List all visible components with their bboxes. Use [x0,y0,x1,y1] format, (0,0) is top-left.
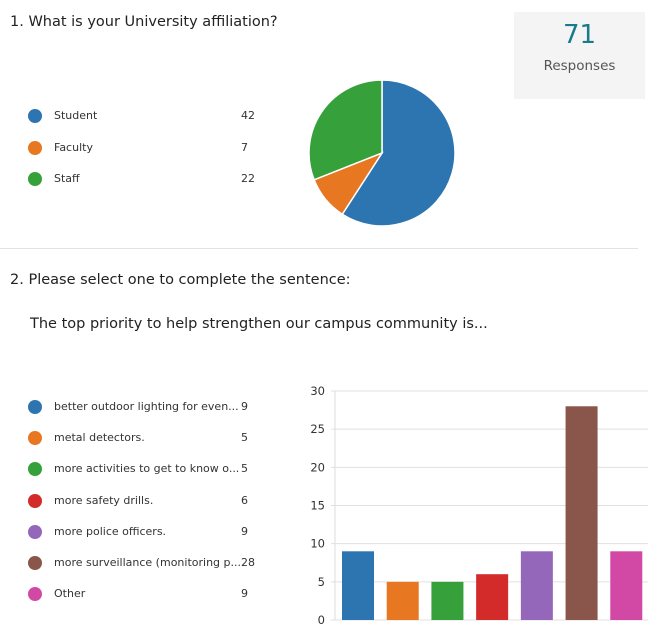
bar[interactable] [520,551,553,620]
bar[interactable] [342,551,374,620]
legend-swatch [28,109,42,123]
legend-value: 5 [241,431,248,445]
legend-value: 9 [241,524,248,538]
responses-card: 71 Responses [514,12,645,99]
y-tick-label: 15 [310,499,325,513]
legend-value: 22 [241,172,255,185]
legend-swatch [28,556,42,570]
divider [0,248,638,249]
legend-swatch [28,587,42,602]
y-tick-label: 0 [318,613,325,627]
legend-swatch [28,493,42,508]
bar[interactable] [565,406,598,620]
question-1-title: 1. What is your University affiliation? [10,14,278,30]
legend-value: 42 [241,109,255,122]
y-tick-label: 20 [310,460,325,474]
legend-value: 7 [241,140,248,154]
legend-label: Student [54,109,98,122]
legend-label: more activities to get to know o... [54,462,240,476]
pie-chart [308,79,456,227]
bar-chart: 0 5 10 15 20 25 30 [310,384,648,627]
legend-swatch [28,431,42,446]
legend-swatch [28,140,42,155]
legend-value: 9 [241,587,248,601]
question-2-title: 2. Please select one to complete the sen… [10,272,351,288]
legend-swatch [28,400,42,414]
legend-value: 9 [241,400,248,413]
legend-label: Faculty [54,140,93,154]
bar[interactable] [386,581,419,620]
pie-slice-staff[interactable] [308,79,383,181]
y-tick-label: 5 [318,575,325,589]
legend-label: Other [54,587,86,601]
bar[interactable] [610,551,643,620]
legend-label: better outdoor lighting for even... [54,400,239,413]
legend-label: more police officers. [54,524,167,538]
legend-value: 28 [241,556,255,569]
legend-label: more surveillance (monitoring p... [54,556,241,569]
responses-count: 71 [562,20,597,50]
y-tick-label: 30 [310,384,325,398]
bar[interactable] [431,581,464,620]
legend-label: metal detectors. [54,431,145,445]
legend-value: 6 [241,493,248,507]
question-2-subtitle: The top priority to help strengthen our … [30,316,488,332]
legend-label: Staff [54,172,80,185]
legend-swatch [28,172,42,186]
legend-swatch [28,462,42,477]
y-tick-label: 25 [310,422,325,436]
pie-slice-student[interactable] [341,79,456,227]
responses-label: Responses [543,58,616,74]
bar[interactable] [476,574,509,620]
y-tick-label: 10 [310,537,325,551]
legend-swatch [28,524,42,539]
legend-value: 5 [241,462,248,476]
legend-label: more safety drills. [54,493,154,507]
